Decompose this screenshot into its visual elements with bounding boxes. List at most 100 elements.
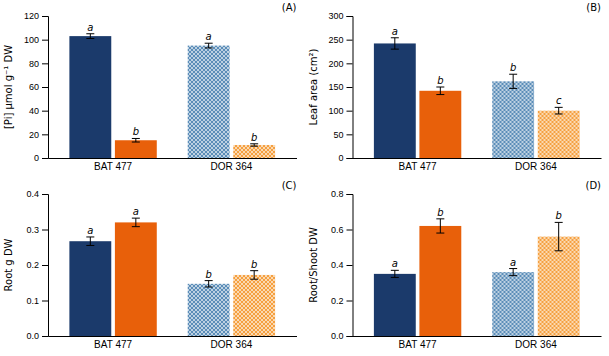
x-tick: DOR 364 [211,336,253,350]
error-bar-cap [250,146,258,147]
y-axis-title: Leaf area (cm²) [308,48,319,125]
y-tick: 100 [328,106,352,116]
bar [115,222,157,336]
y-tick-mark [42,194,48,195]
plot-marks [374,38,580,158]
error-bar-cap [555,107,563,108]
significance-letter: a [392,258,398,269]
y-tick-label: 0.3 [26,225,39,235]
x-tick: DOR 364 [515,158,557,172]
y-tick-label: 0.0 [331,331,344,341]
error-bar [555,222,563,250]
y-tick-mark [347,336,353,337]
error-bar-line [558,107,559,114]
y-axis-title: Root g DW [3,238,14,291]
error-bar [132,138,140,142]
significance-letter: a [392,26,398,37]
y-tick-label: 0 [34,153,39,163]
x-axis: BAT 477 DOR 364 [353,336,602,350]
y-tick-mark [347,301,353,302]
x-axis-line [353,336,602,337]
significance-letter: b [510,62,516,73]
error-bar-cap [509,275,517,276]
y-tick-label: 120 [24,11,39,21]
y-tick-mark [42,301,48,302]
y-tick: 0.0 [331,331,353,341]
y-tick: 0.6 [331,225,353,235]
bar [492,81,534,158]
error-bar-line [440,219,441,233]
error-bar-line [254,271,255,280]
significance-letter: b [251,132,257,143]
y-tick-label: 0.4 [26,189,39,199]
error-bar-cap [436,94,444,95]
y-tick: 20 [29,130,48,140]
y-tick-mark [42,265,48,266]
panel-title: (D) [585,180,601,191]
error-bar-line [440,87,441,95]
y-tick-mark [347,87,353,88]
y-axis-line [42,195,49,337]
y-tick-mark [347,230,353,231]
y-tick-mark [42,16,48,17]
significance-letter: a [206,31,212,42]
panel: 0.00.10.20.30.4BAT 477DOR 364ababRoot g … [3,180,297,350]
x-tick-label: BAT 477 [399,339,437,350]
error-bar-cap [436,233,444,234]
y-tick: 60 [29,82,48,92]
error-bar-cap [205,47,213,48]
y-tick: 0.4 [26,189,48,199]
y-tick-mark [347,134,353,135]
y-axis-title: Root/Shoot DW [308,227,319,303]
y-tick-mark [42,158,48,159]
error-bar [555,107,563,114]
y-tick-mark [42,40,48,41]
error-bar [391,38,399,49]
y-tick: 150 [328,82,352,92]
y-tick-mark [347,40,353,41]
error-bar-cap [509,88,517,89]
y-tick-label: 0.8 [331,189,344,199]
error-bar-cap [86,245,94,246]
x-tick: DOR 364 [515,336,557,350]
error-bar-cap [205,43,213,44]
bar [115,140,157,158]
bar [233,275,275,336]
bar [188,46,230,158]
y-axis: 020406080100120 [24,11,49,163]
y-tick: 0.0 [26,331,48,341]
y-tick-mark [347,16,353,17]
error-bar-line [90,237,91,246]
y-tick-label: 0.6 [331,225,344,235]
y-tick-mark [42,87,48,88]
y-tick: 0.8 [331,189,353,199]
y-tick: 0.3 [26,225,48,235]
bar [374,43,416,158]
y-tick: 0.2 [331,296,353,306]
error-bar-cap [250,279,258,280]
y-tick-mark [42,336,48,337]
annotations: abbc [392,26,562,107]
error-bar-line [90,34,91,39]
y-tick-label: 150 [328,82,343,92]
error-bar-cap [205,287,213,288]
y-axis-line [42,17,49,159]
error-bar-line [513,269,514,276]
x-tick-label: DOR 364 [211,339,253,350]
panel: 020406080100120BAT 477DOR 364aabb[Pi] μm… [3,2,297,172]
y-tick: 0.1 [26,296,48,306]
error-bar [391,270,399,277]
significance-letter: b [437,207,443,218]
y-tick-label: 0 [338,153,343,163]
error-bar-cap [436,218,444,219]
significance-letter: a [133,206,139,217]
y-axis: 050100150200250300 [328,11,353,163]
panel-title: (B) [586,2,601,13]
y-tick-mark [42,230,48,231]
bar [69,36,111,158]
error-bar-line [513,74,514,88]
y-tick-label: 40 [29,106,39,116]
error-bar-cap [132,218,140,219]
error-bar [250,271,258,280]
error-bar-line [394,38,395,49]
